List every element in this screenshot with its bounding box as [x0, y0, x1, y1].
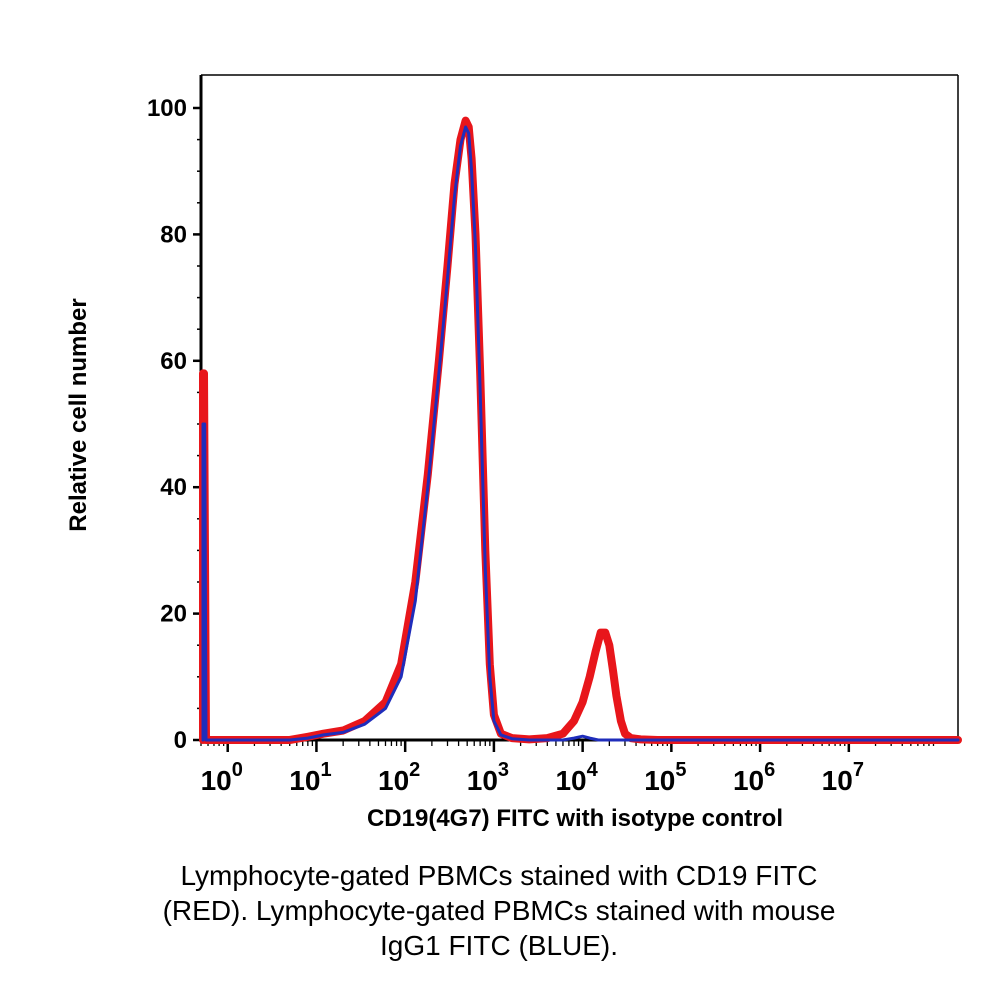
x-tick-label: 102 [378, 759, 420, 796]
y-axis-ticks: 0 20 40 60 80 100 [147, 95, 201, 754]
y-tick-label: 100 [147, 95, 187, 122]
y-tick-label: 80 [160, 221, 187, 248]
x-axis-ticks: 100 101 102 103 104 105 106 107 [200, 740, 935, 796]
x-tick-label: 100 [201, 759, 243, 796]
y-tick-label: 40 [160, 474, 187, 501]
series-blue-line [201, 125, 960, 742]
y-axis-title: Relative cell number [65, 298, 92, 531]
y-tick-label: 0 [174, 727, 187, 754]
x-axis-title: CD19(4G7) FITC with isotype control [367, 805, 783, 832]
caption-line-1: Lymphocyte-gated PBMCs stained with CD19… [180, 860, 818, 891]
x-tick-label: 107 [822, 759, 864, 796]
series-layer [199, 116, 962, 744]
x-tick-label: 101 [289, 759, 331, 796]
x-tick-label: 106 [733, 759, 775, 796]
caption-line-3: IgG1 FITC (BLUE). [379, 930, 619, 961]
series-red-line [199, 116, 962, 744]
y-tick-label: 60 [160, 348, 187, 375]
histogram-chart: 0 20 40 60 80 100 100 101 102 103 104 105 106 107 CD… [65, 74, 962, 832]
x-tick-label: 103 [467, 759, 509, 796]
caption-line-2: (RED). Lymphocyte-gated PBMCs stained wi… [162, 895, 836, 926]
plot-frame [199, 74, 959, 742]
figure-caption: Lymphocyte-gated PBMCs stained with CD19… [0, 858, 998, 963]
y-tick-label: 20 [160, 601, 187, 628]
x-tick-label: 105 [644, 759, 686, 796]
x-tick-label: 104 [555, 759, 598, 796]
